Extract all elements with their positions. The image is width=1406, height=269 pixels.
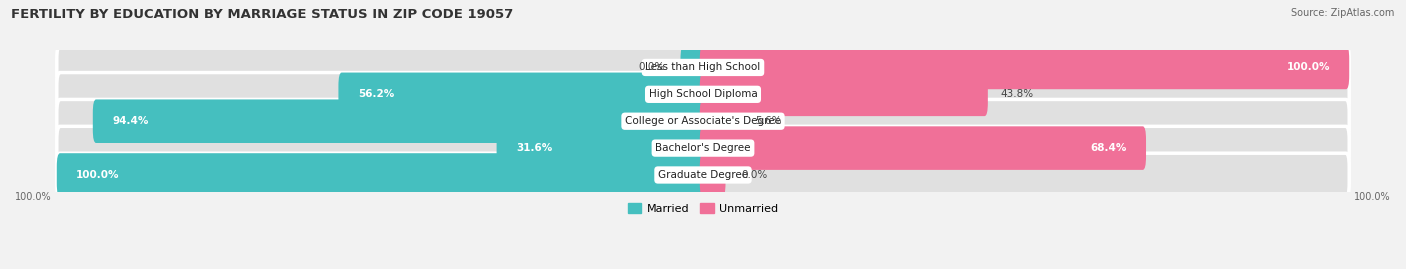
Text: FERTILITY BY EDUCATION BY MARRIAGE STATUS IN ZIP CODE 19057: FERTILITY BY EDUCATION BY MARRIAGE STATU… bbox=[11, 8, 513, 21]
FancyBboxPatch shape bbox=[700, 126, 1146, 170]
Text: 5.6%: 5.6% bbox=[755, 116, 782, 126]
Text: 56.2%: 56.2% bbox=[357, 89, 394, 99]
Text: 0.0%: 0.0% bbox=[741, 170, 768, 180]
FancyBboxPatch shape bbox=[56, 100, 1350, 143]
Text: 31.6%: 31.6% bbox=[516, 143, 553, 153]
FancyBboxPatch shape bbox=[700, 100, 742, 143]
Text: 100.0%: 100.0% bbox=[1286, 62, 1330, 72]
FancyBboxPatch shape bbox=[339, 73, 706, 116]
FancyBboxPatch shape bbox=[681, 46, 706, 89]
FancyBboxPatch shape bbox=[700, 46, 1350, 89]
Text: Less than High School: Less than High School bbox=[645, 62, 761, 72]
FancyBboxPatch shape bbox=[56, 153, 706, 197]
FancyBboxPatch shape bbox=[93, 100, 706, 143]
Text: High School Diploma: High School Diploma bbox=[648, 89, 758, 99]
FancyBboxPatch shape bbox=[56, 46, 1350, 89]
Text: 100.0%: 100.0% bbox=[76, 170, 120, 180]
Text: 68.4%: 68.4% bbox=[1091, 143, 1126, 153]
FancyBboxPatch shape bbox=[56, 73, 1350, 116]
FancyBboxPatch shape bbox=[56, 153, 1350, 197]
Text: 100.0%: 100.0% bbox=[15, 192, 52, 203]
FancyBboxPatch shape bbox=[700, 73, 988, 116]
FancyBboxPatch shape bbox=[496, 126, 706, 170]
FancyBboxPatch shape bbox=[700, 153, 725, 197]
Text: Graduate Degree: Graduate Degree bbox=[658, 170, 748, 180]
Text: Source: ZipAtlas.com: Source: ZipAtlas.com bbox=[1291, 8, 1395, 18]
Legend: Married, Unmarried: Married, Unmarried bbox=[623, 199, 783, 218]
Text: 94.4%: 94.4% bbox=[112, 116, 149, 126]
Text: Bachelor's Degree: Bachelor's Degree bbox=[655, 143, 751, 153]
FancyBboxPatch shape bbox=[56, 126, 1350, 170]
Text: 100.0%: 100.0% bbox=[1354, 192, 1391, 203]
Text: College or Associate's Degree: College or Associate's Degree bbox=[626, 116, 780, 126]
Text: 43.8%: 43.8% bbox=[1001, 89, 1033, 99]
Text: 0.0%: 0.0% bbox=[638, 62, 665, 72]
